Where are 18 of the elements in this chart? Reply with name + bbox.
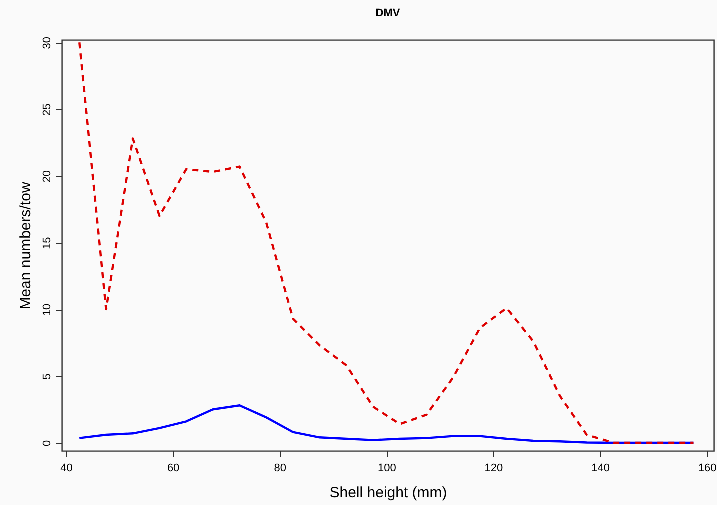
x-tick-label: 40 — [60, 462, 73, 474]
x-tick-label: 60 — [167, 462, 180, 474]
x-tick-label: 120 — [484, 462, 504, 474]
x-axis-title: Shell height (mm) — [330, 484, 448, 502]
y-axis-title: Mean numbers/tow — [18, 182, 34, 310]
x-tick-label: 140 — [592, 462, 610, 474]
chart-title: DMV — [376, 8, 401, 20]
y-tick-label: 10 — [42, 304, 54, 316]
x-tick-label: 100 — [378, 462, 396, 474]
x-tick-label: 160 — [698, 462, 717, 474]
y-tick-label: 25 — [42, 104, 54, 116]
line-series — [78, 42, 695, 444]
y-tick-label: 15 — [42, 237, 54, 250]
y-tick-label: 30 — [42, 37, 54, 50]
y-tick-label: 20 — [42, 170, 54, 183]
y-tick-label: 0 — [42, 440, 54, 447]
y-tick-label: 5 — [42, 374, 54, 380]
x-tick-label: 80 — [274, 462, 286, 474]
